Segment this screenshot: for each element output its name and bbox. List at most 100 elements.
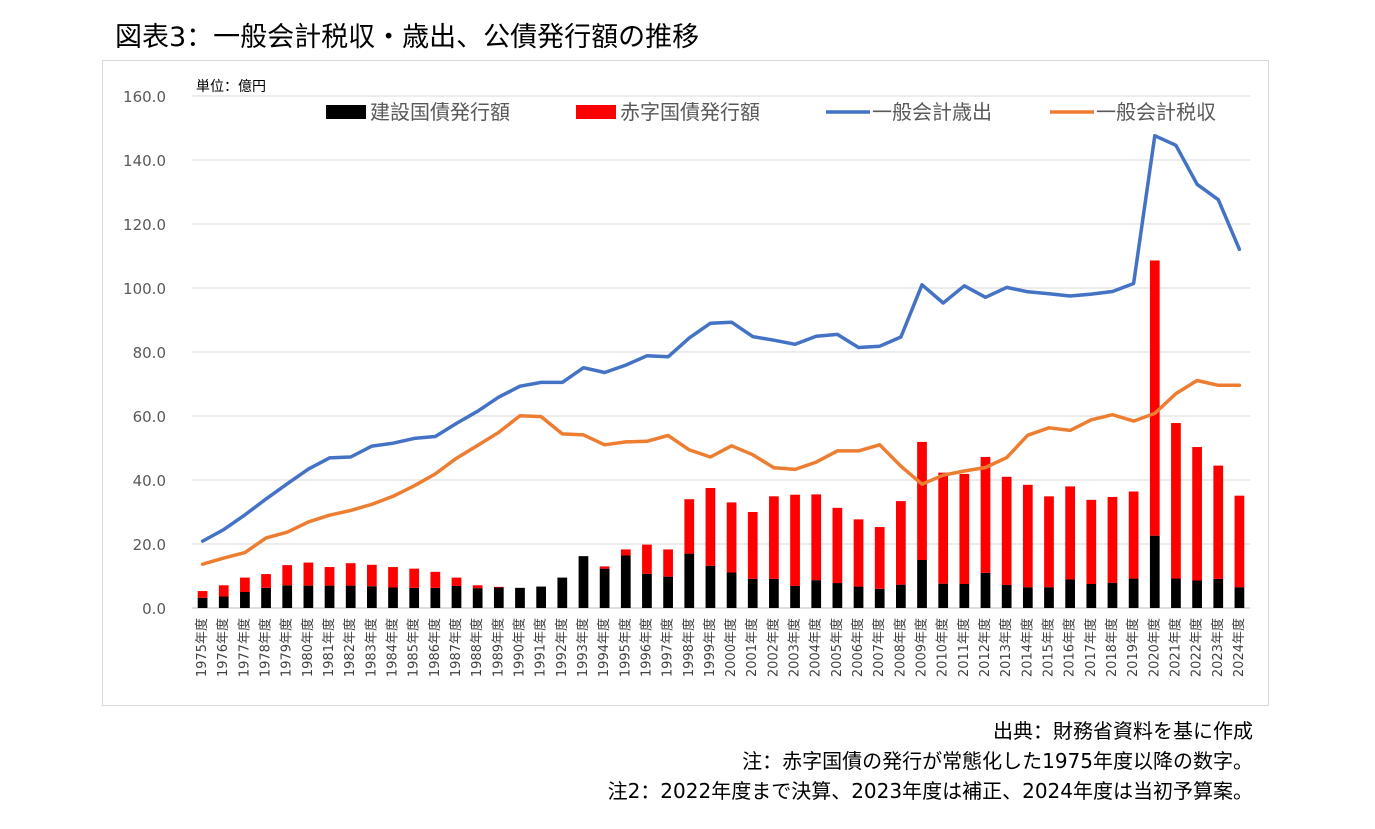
x-tick-label: 1997年度 [660, 618, 676, 677]
x-tick-label: 2004年度 [808, 618, 824, 677]
bar-deficit-bond [705, 488, 716, 566]
bar-deficit-bond [345, 563, 356, 586]
y-tick-label: 20.0 [133, 536, 166, 554]
unit-label: 単位：億円 [196, 79, 266, 95]
x-tick-label: 1978年度 [258, 618, 274, 677]
bar-deficit-bond [599, 566, 610, 569]
bar-construction-bond [1128, 578, 1139, 608]
bar-deficit-bond [790, 494, 800, 586]
x-tick-label: 2001年度 [744, 618, 760, 677]
bar-construction-bond [811, 580, 822, 608]
bar-construction-bond [430, 587, 441, 608]
bar-construction-bond [769, 578, 779, 608]
bar-construction-bond [1107, 582, 1118, 608]
bar-construction-bond [1213, 578, 1224, 608]
x-tick-label: 1988年度 [469, 618, 485, 677]
bar-construction-bond [388, 587, 398, 608]
x-tick-label: 1985年度 [406, 618, 422, 677]
x-tick-label: 2005年度 [829, 618, 845, 677]
x-tick-label: 1996年度 [638, 618, 654, 677]
bar-deficit-bond [240, 577, 250, 592]
bar-construction-bond [1234, 587, 1245, 608]
line-expenditure [200, 133, 1242, 543]
bar-deficit-bond [1044, 496, 1054, 588]
bar-deficit-bond [261, 574, 271, 588]
x-tick-label: 1976年度 [215, 618, 231, 677]
x-tick-label: 2006年度 [850, 618, 866, 677]
bar-deficit-bond [1022, 484, 1033, 588]
bar-deficit-bond [769, 496, 779, 579]
x-tick-label: 1979年度 [279, 618, 295, 677]
legend-deficit-bond: 赤字国債発行額 [620, 100, 760, 124]
x-tick-label: 2010年度 [935, 618, 951, 677]
bar-deficit-bond [430, 571, 441, 588]
bar-construction-bond [240, 592, 250, 608]
x-tick-label: 1991年度 [533, 618, 549, 677]
bar-deficit-bond [409, 568, 420, 588]
bar-deficit-bond [726, 502, 737, 573]
bar-construction-bond [1022, 587, 1033, 608]
x-tick-label: 1984年度 [385, 618, 401, 677]
bar-deficit-bond [832, 507, 843, 584]
x-tick-label: 2019年度 [1125, 618, 1141, 677]
x-tick-label: 1982年度 [342, 618, 358, 677]
bar-deficit-bond [980, 456, 991, 573]
bar-deficit-bond [1001, 476, 1012, 585]
y-tick-label: 140.0 [123, 152, 166, 170]
y-tick-label: 160.0 [123, 88, 166, 106]
bar-construction-bond [1065, 579, 1076, 608]
legend-expenditure: 一般会計歳出 [872, 100, 992, 124]
x-tick-label: 2014年度 [1019, 618, 1035, 677]
x-tick-label: 2022年度 [1189, 618, 1205, 677]
x-tick-label: 1990年度 [512, 618, 528, 677]
y-tick-label: 120.0 [123, 216, 166, 234]
bar-deficit-bond [620, 549, 631, 556]
x-tick-label: 2009年度 [914, 618, 930, 677]
line-tax-revenue [200, 378, 1242, 566]
bar-construction-bond [642, 573, 652, 608]
bar-deficit-bond [1234, 495, 1245, 588]
bar-deficit-bond [324, 567, 335, 586]
bar-construction-bond [1149, 535, 1160, 608]
legend-construction-bond-swatch [326, 105, 366, 119]
bar-construction-bond [620, 555, 631, 608]
x-tick-label: 1995年度 [617, 618, 633, 677]
bar-construction-bond [282, 585, 293, 608]
legend-deficit-bond-swatch [576, 105, 616, 119]
y-tick-label: 40.0 [133, 472, 166, 490]
bar-construction-bond [959, 584, 970, 608]
figure-title: 図表3：一般会計税収・歳出、公債発行額の推移 [115, 22, 700, 53]
y-tick-label: 60.0 [133, 408, 166, 426]
chart-frame [102, 60, 1269, 706]
x-tick-label: 2002年度 [765, 618, 781, 677]
y-tick-label: 100.0 [123, 280, 166, 298]
bar-construction-bond [493, 587, 504, 608]
bar-deficit-bond [747, 512, 758, 579]
bar-deficit-bond [1213, 465, 1224, 579]
bar-construction-bond [345, 585, 356, 608]
x-tick-label: 2013年度 [998, 618, 1014, 677]
x-tick-label: 1981年度 [321, 618, 337, 677]
bar-construction-bond [578, 556, 589, 608]
x-tick-label: 2012年度 [977, 618, 993, 677]
bar-construction-bond [684, 553, 695, 608]
source-note: 出典：財務省資料を基に作成 [993, 719, 1253, 743]
y-tick-label: 0.0 [142, 600, 166, 618]
bar-deficit-bond [663, 549, 673, 577]
bar-deficit-bond [282, 565, 293, 586]
bar-construction-bond [218, 596, 229, 608]
bar-deficit-bond [1107, 496, 1118, 583]
legend-tax-revenue: 一般会計税収 [1096, 100, 1216, 124]
bar-construction-bond [1001, 584, 1012, 608]
x-tick-label: 1977年度 [236, 618, 252, 677]
bar-construction-bond [451, 585, 462, 608]
bar-construction-bond [557, 577, 568, 608]
bar-construction-bond [832, 583, 843, 608]
bar-construction-bond [303, 585, 314, 608]
bar-deficit-bond [938, 472, 949, 584]
bar-deficit-bond [451, 577, 462, 586]
x-tick-label: 1983年度 [363, 618, 379, 677]
x-tick-label: 1992年度 [554, 618, 570, 677]
x-tick-label: 1994年度 [596, 618, 612, 677]
bar-deficit-bond [1149, 260, 1160, 536]
